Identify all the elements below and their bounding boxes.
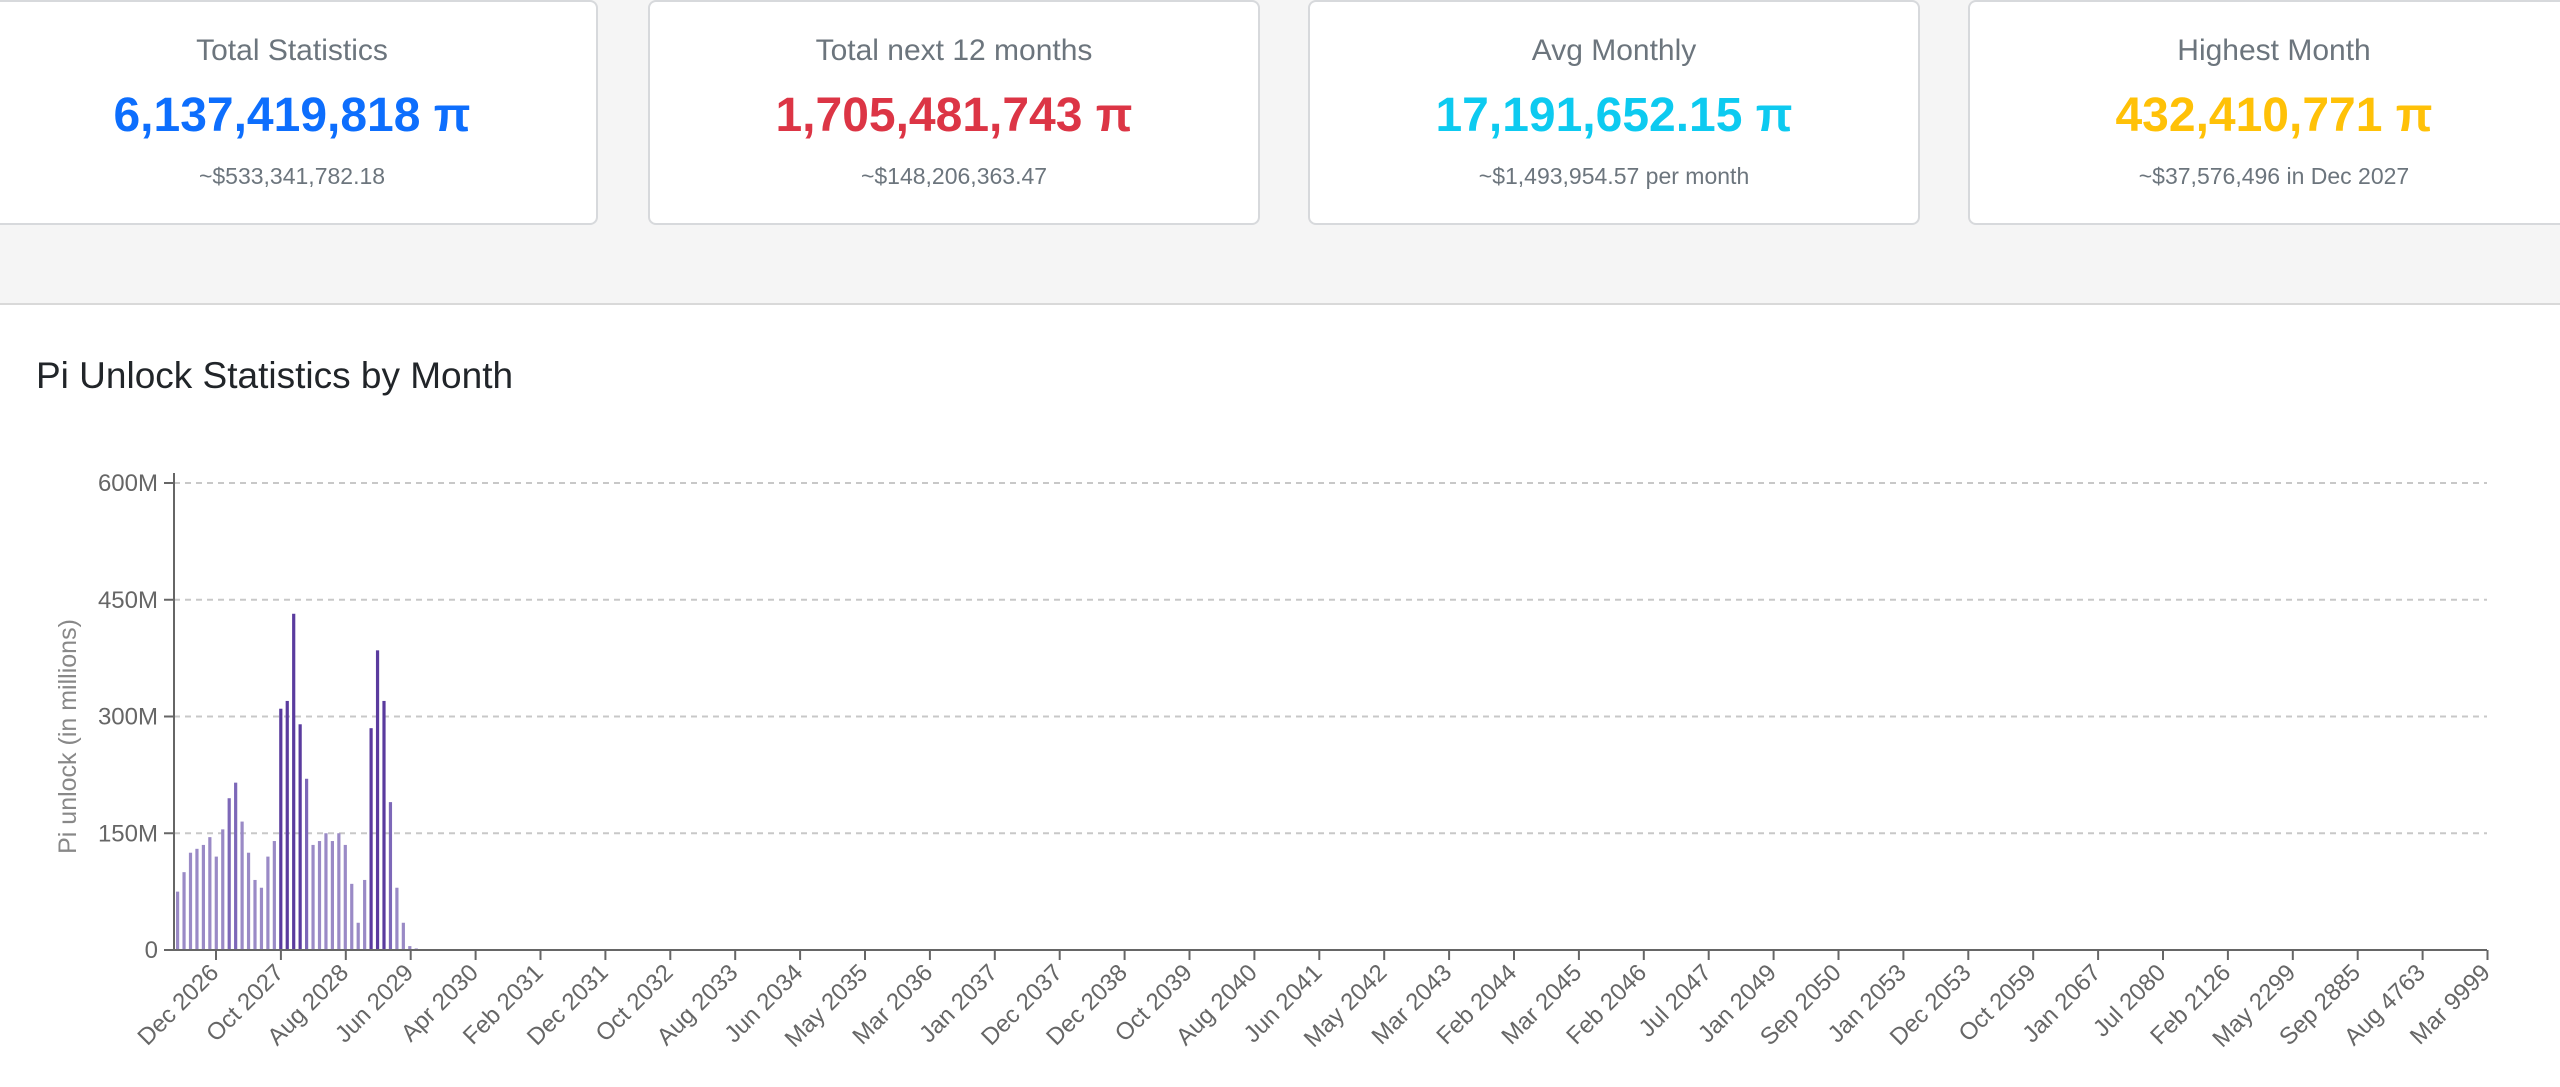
bar [382,700,386,950]
bar [337,833,341,950]
bar [298,724,302,950]
card-value: 1,705,481,743 π [775,89,1133,142]
bar [227,798,231,950]
bar [240,821,244,950]
card-value: 432,410,771 π [2115,89,2433,142]
bar [305,778,309,950]
bar [221,829,225,950]
card-value: 17,191,652.15 π [1435,89,1793,142]
bar [292,613,296,950]
highest-month-card: Highest Month 432,410,771 π ~$37,576,496… [1968,0,2560,225]
bar [201,844,205,950]
total-statistics-card: Total Statistics 6,137,419,818 π ~$533,3… [0,0,598,225]
y-tick-label: 150M [98,820,158,847]
y-tick-label: 0 [145,937,158,964]
bar [369,728,373,950]
bar [330,841,334,950]
bar [395,887,399,950]
bar [350,883,354,950]
card-subtext: ~$1,493,954.57 per month [1478,163,1750,189]
bar [208,837,212,950]
bar [176,891,180,950]
bar [246,852,251,950]
y-tick-label: 600M [98,470,158,497]
bar [388,802,393,950]
card-subtext: ~$533,341,782.18 [198,163,386,189]
bar [188,852,193,950]
bar [356,922,360,950]
bar [279,708,283,950]
card-subtext: ~$148,206,363.47 [860,163,1048,189]
bar [343,844,347,950]
bar [272,841,276,950]
card-title: Avg Monthly [1531,34,1697,67]
y-tick-label: 300M [98,704,158,731]
bar [324,833,328,950]
bar [375,650,380,950]
total-next-12-months-card: Total next 12 months 1,705,481,743 π ~$1… [648,0,1260,225]
avg-monthly-card: Avg Monthly 17,191,652.15 π ~$1,493,954.… [1308,0,1920,225]
bar [285,700,289,950]
chart-section: Pi Unlock Statistics by Month 0 150M 300M 4… [0,307,2560,1087]
y-tick-label: 450M [98,587,158,614]
bar [317,841,322,950]
bar [311,844,315,950]
card-title: Highest Month [2177,34,2371,67]
bar [266,856,270,950]
card-subtext: ~$37,576,496 in Dec 2027 [2138,163,2410,189]
bar [253,879,257,950]
card-title: Total next 12 months [815,34,1093,67]
bar [182,872,186,950]
bar [363,879,367,950]
card-value: 6,137,419,818 π [113,89,471,142]
bar [401,922,405,950]
card-title: Total Statistics [196,34,388,67]
bar [234,782,238,950]
chart-title: Pi Unlock Statistics by Month [36,355,514,396]
bar [408,946,412,950]
unlock-bar-chart: 0 150M 300M 450M 600M Pi unlock (in millions)… [54,470,2496,1053]
bar [195,848,199,950]
bar [259,887,264,950]
bar [214,856,218,950]
y-axis-title: Pi unlock (in millions) [54,619,82,854]
